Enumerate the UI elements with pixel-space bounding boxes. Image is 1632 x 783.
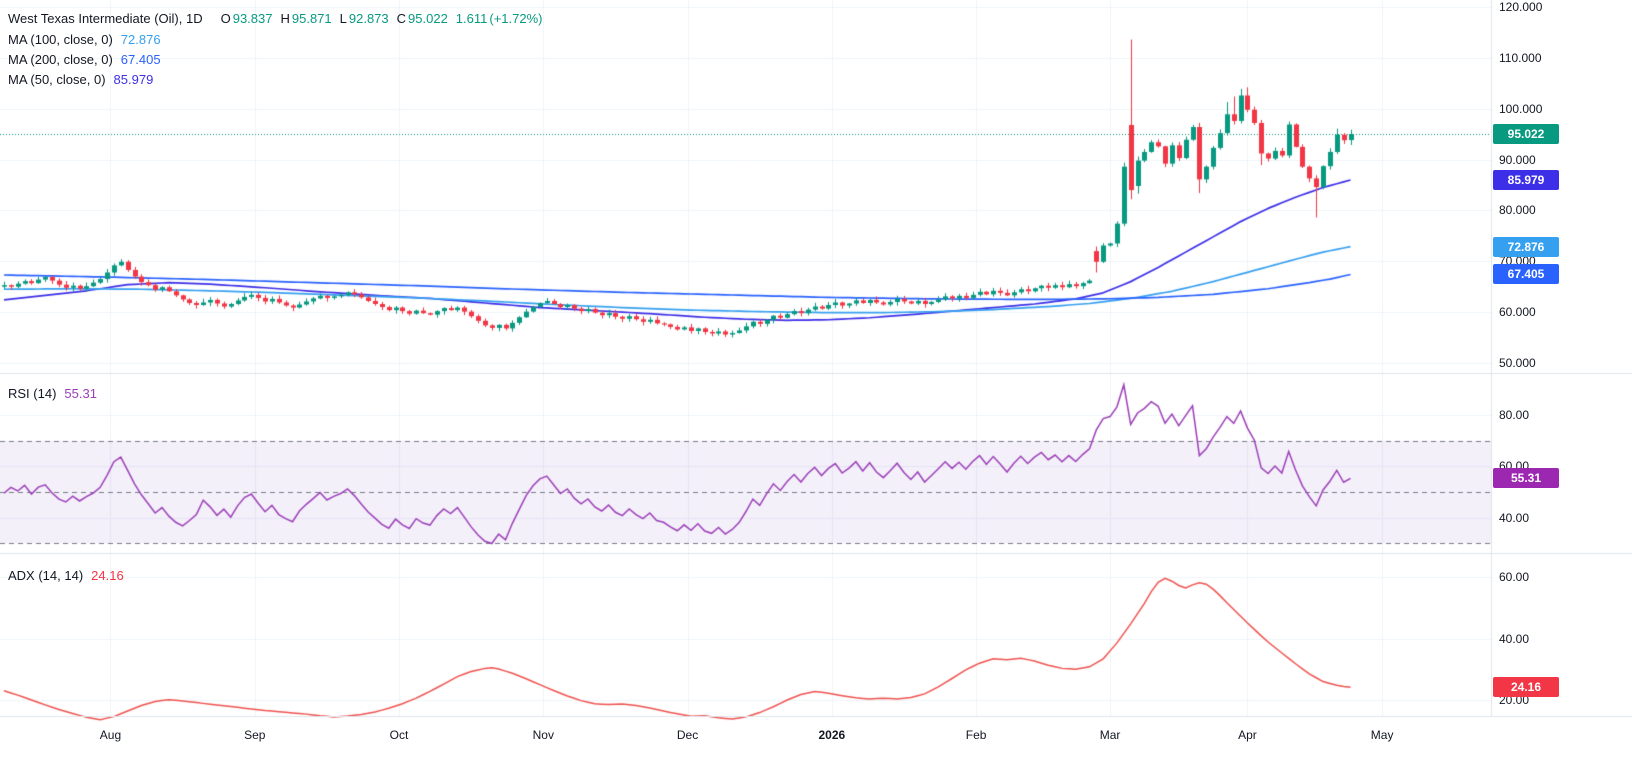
- ma100-legend-row[interactable]: MA (100, close, 0) 72.876: [8, 32, 161, 47]
- ma50-label: MA (50, close, 0): [8, 72, 106, 87]
- open-value: 93.837: [232, 11, 273, 26]
- axis-badge-67.405: 67.405: [1493, 264, 1559, 285]
- time-axis-label-2026: 2026: [818, 728, 846, 742]
- time-axis-label-mar: Mar: [1099, 728, 1121, 742]
- rsi-label: RSI (14): [8, 386, 57, 401]
- time-axis-label-aug: Aug: [99, 728, 122, 742]
- adx-legend-row[interactable]: ADX (14, 14) 24.16: [8, 568, 124, 583]
- time-axis[interactable]: [0, 717, 1632, 783]
- high-label: H: [280, 11, 290, 26]
- adx-axis-label: 40.00: [1499, 631, 1530, 646]
- rsi-legend-row[interactable]: RSI (14) 55.31: [8, 386, 97, 401]
- price-axis-label: 50.000: [1499, 356, 1536, 370]
- ma200-legend-row[interactable]: MA (200, close, 0) 67.405: [8, 52, 161, 67]
- close-value: 95.022: [408, 11, 448, 26]
- price-axis-label: 80.000: [1499, 203, 1536, 218]
- adx-label: ADX (14, 14): [8, 568, 84, 583]
- time-axis-label-apr: Apr: [1238, 728, 1257, 742]
- symbol-title[interactable]: West Texas Intermediate (Oil), 1D: [8, 11, 203, 26]
- rsi-axis-label: 80.00: [1499, 408, 1530, 423]
- time-axis-label-dec: Dec: [676, 728, 699, 742]
- rsi-axis-label: 40.00: [1499, 510, 1530, 525]
- close-label: C: [396, 11, 407, 26]
- ma50-legend-row[interactable]: MA (50, close, 0) 85.979: [8, 72, 153, 87]
- ma200-value: 67.405: [120, 52, 161, 67]
- time-axis-label-oct: Oct: [389, 728, 409, 742]
- ma100-value: 72.876: [120, 32, 161, 47]
- time-axis-label-may: May: [1370, 728, 1394, 742]
- axis-badge-24.16: 24.16: [1493, 677, 1559, 698]
- low-label: L: [339, 11, 347, 26]
- axis-badge-85.979: 85.979: [1493, 170, 1559, 191]
- adx-axis-label: 60.00: [1499, 570, 1530, 585]
- axis-badge-55.31: 55.31: [1493, 468, 1559, 489]
- high-value: 95.871: [291, 11, 332, 26]
- price-axis-label: 90.000: [1499, 152, 1536, 167]
- axis-badge-95.022: 95.022: [1493, 124, 1559, 145]
- ma50-value: 85.979: [113, 72, 154, 87]
- price-axis-label: 100.000: [1499, 101, 1543, 116]
- price-axis-label: 60.000: [1499, 305, 1536, 320]
- time-axis-label-feb: Feb: [965, 728, 987, 742]
- axis-badge-72.876: 72.876: [1493, 236, 1559, 257]
- price-axis-label: 110.000: [1499, 50, 1542, 65]
- time-axis-label-nov: Nov: [532, 728, 554, 742]
- price-axis-label: 120.000: [1499, 0, 1543, 14]
- change-percent: (+1.72%): [489, 11, 543, 26]
- change-absolute: 1.611: [455, 11, 488, 26]
- open-label: O: [220, 11, 231, 26]
- ma100-label: MA (100, close, 0): [8, 32, 113, 47]
- adx-value: 24.16: [91, 568, 124, 583]
- time-axis-label-sep: Sep: [244, 728, 266, 742]
- rsi-value: 55.31: [64, 386, 97, 401]
- ma200-label: MA (200, close, 0): [8, 52, 113, 67]
- low-value: 92.873: [348, 11, 389, 26]
- symbol-row: West Texas Intermediate (Oil), 1D O 93.8…: [8, 11, 543, 26]
